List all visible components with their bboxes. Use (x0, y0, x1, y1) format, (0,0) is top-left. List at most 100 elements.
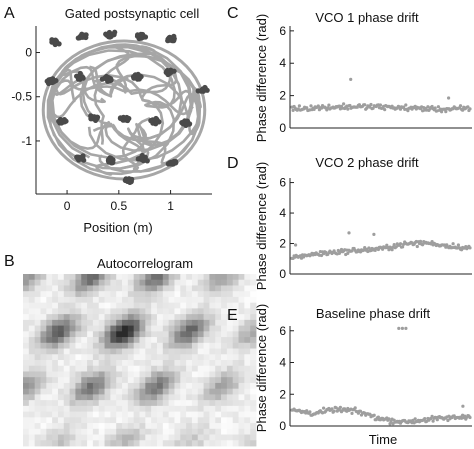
heatmap-cell (162, 274, 170, 281)
heatmap-cell (69, 291, 76, 298)
phase-point (350, 411, 354, 415)
heatmap-cell (191, 400, 199, 407)
heatmap-cell (232, 348, 239, 355)
heatmap-cell (180, 348, 187, 355)
heatmap-cell (186, 377, 193, 384)
heatmap-cell (145, 337, 152, 344)
heatmap-cell (186, 365, 193, 372)
heatmap-cell (46, 417, 53, 424)
heatmap-cell (63, 337, 70, 344)
heatmap-cell (63, 388, 70, 395)
panel-label-b: B (4, 253, 15, 270)
heatmap-cell (186, 291, 193, 298)
heatmap-cell (145, 400, 152, 407)
heatmap-cell (221, 360, 228, 367)
heatmap-cell (127, 388, 135, 395)
heatmap-cell (23, 279, 30, 286)
heatmap-cell (40, 411, 47, 418)
heatmap-cell (156, 377, 164, 384)
phase-point (309, 104, 313, 108)
spike-cluster (56, 116, 69, 126)
heatmap-cell (168, 337, 175, 344)
heatmap-cell (69, 423, 76, 430)
phase-point (353, 406, 357, 410)
phase-point (415, 244, 419, 249)
heatmap-cell (139, 342, 146, 349)
heatmap-cell (221, 319, 228, 326)
heatmap-cell (145, 371, 152, 378)
heatmap-cell (191, 417, 199, 424)
heatmap-cell (162, 360, 170, 367)
heatmap-cell (104, 325, 111, 332)
heatmap-cell (162, 314, 170, 321)
heatmap-cell (63, 405, 70, 412)
heatmap-cell (23, 325, 30, 332)
heatmap-cell (63, 417, 70, 424)
spike-point (45, 80, 52, 86)
heatmap-cell (186, 428, 193, 435)
heatmap-cell (98, 308, 105, 315)
heatmap-cell (139, 274, 146, 281)
heatmap-cell (57, 279, 65, 286)
heatmap-cell (174, 400, 181, 407)
heatmap-cell (69, 308, 76, 315)
heatmap-cell (98, 314, 105, 321)
heatmap-cell (92, 377, 100, 384)
heatmap-cell (133, 371, 140, 378)
heatmap-cell (63, 319, 70, 326)
heatmap-cell (191, 388, 199, 395)
heatmap-cell (28, 285, 36, 292)
heatmap-cell (197, 331, 204, 338)
heatmap-cell (145, 279, 152, 286)
heatmap-cell (156, 428, 164, 435)
spike-point (49, 37, 55, 43)
heatmap-cell (63, 394, 70, 401)
spike-point (135, 71, 141, 77)
heatmap-cell (52, 279, 59, 286)
heatmap-cell (122, 285, 129, 292)
heatmap-cell (122, 348, 129, 355)
spike-point (53, 78, 59, 84)
spike-point (138, 32, 144, 39)
heatmap-cell (221, 411, 228, 418)
heatmap-cell (110, 377, 117, 384)
heatmap-cell (162, 325, 170, 332)
heatmap-cell (250, 302, 257, 309)
heatmap-cell (221, 365, 228, 372)
heatmap-cell (28, 314, 36, 321)
heatmap-cell (226, 423, 234, 430)
heatmap-cell (145, 405, 152, 412)
heatmap-cell (116, 319, 123, 326)
heatmap-cell (186, 296, 193, 304)
heatmap-cell (57, 377, 65, 384)
heatmap-cell (116, 279, 123, 286)
heatmap-cell (203, 342, 210, 349)
heatmap-cell (40, 434, 47, 441)
heatmap-cell (221, 308, 228, 315)
heatmap-cell (75, 423, 82, 430)
heatmap-cell (203, 360, 210, 367)
heatmap-cell (215, 434, 222, 441)
heatmap-cell (226, 400, 234, 407)
heatmap-cell (69, 354, 76, 361)
heatmap-cell (250, 440, 257, 447)
phase-point (418, 239, 423, 243)
heatmap-cell (52, 342, 59, 349)
heatmap-cell (221, 394, 228, 401)
heatmap-cell (133, 319, 140, 326)
heatmap-cell (81, 417, 88, 424)
heatmap-cell (232, 365, 239, 372)
heatmap-cell (34, 434, 41, 441)
heatmap-cell (232, 371, 239, 378)
panel-label-a: A (4, 5, 15, 22)
heatmap-cell (139, 296, 146, 304)
heatmap-cell (250, 400, 257, 407)
heatmap-cell (162, 411, 170, 418)
heatmap-cell (104, 348, 111, 355)
heatmap-cell (110, 428, 117, 435)
heatmap-cell (34, 337, 41, 344)
heatmap-cell (145, 394, 152, 401)
heatmap-cell (221, 314, 228, 321)
heatmap-cell (127, 382, 135, 390)
heatmap-cell (98, 285, 105, 292)
